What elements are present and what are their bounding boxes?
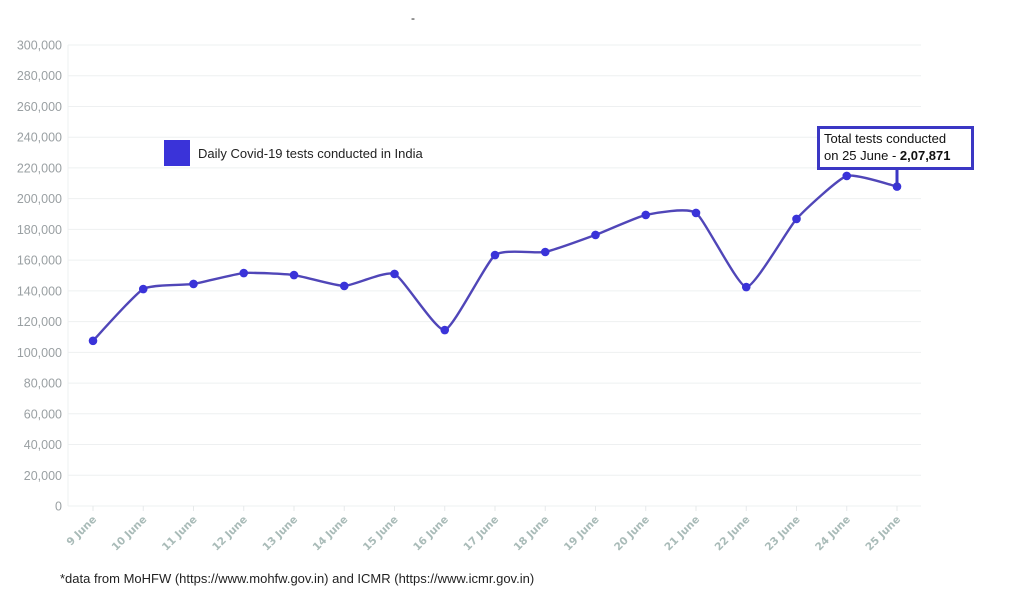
y-tick-label: 240,000 [17,131,62,145]
data-point [289,270,299,280]
x-tick-label: 21 June [662,514,702,554]
data-point [239,268,249,278]
y-tick-label: 300,000 [17,39,62,53]
data-point [390,269,399,279]
y-tick-label: 100,000 [17,346,62,360]
data-point [842,171,852,181]
source-footnote: *data from MoHFW (https://www.mohfw.gov.… [60,571,535,586]
x-axis: 9 June 10 June 11 June 12 June 13 June 14 Jun… [65,506,903,554]
data-point [339,281,349,291]
x-tick-label: 10 June [110,514,150,554]
data-point [691,208,701,218]
x-tick-label: 19 June [562,514,602,554]
data-point [490,250,500,260]
y-tick-label: 160,000 [17,254,62,268]
x-tick-label: 24 June [813,514,853,554]
top-marker: - [411,11,415,25]
x-tick-label: 13 June [260,514,300,554]
y-tick-label: 40,000 [24,438,62,452]
callout-line-1: Total tests conducted [824,131,947,146]
y-tick-label: 180,000 [17,223,62,237]
x-tick-label: 25 June [863,514,903,554]
y-tick-label: 0 [55,500,62,514]
y-tick-label: 60,000 [24,407,62,421]
legend: Daily Covid-19 tests conducted in India [164,140,424,166]
callout-value: 2,07,871 [899,148,951,163]
data-point [792,214,801,224]
x-tick-label: 16 June [411,514,451,554]
data-point [440,325,450,335]
annotation-callout: Total tests conducted on 25 June - 2,07,… [817,126,974,170]
data-point [88,336,98,346]
callout-prefix: on 25 June - [824,148,900,163]
callout-line-2: on 25 June - 2,07,871 [824,147,971,164]
x-tick-label: 17 June [461,514,501,554]
data-point [591,230,600,240]
y-tick-label: 120,000 [17,315,62,329]
x-tick-label: 20 June [612,514,652,554]
y-tick-label: 80,000 [24,377,62,391]
data-points [88,171,902,346]
data-point [741,282,751,292]
gridlines [67,44,921,507]
y-tick-label: 200,000 [17,192,62,206]
y-tick-label: 20,000 [24,469,62,483]
data-point [641,210,651,220]
x-tick-label: 22 June [713,514,753,554]
y-tick-label: 260,000 [17,100,62,114]
x-tick-label: 12 June [210,514,250,554]
y-tick-label: 280,000 [17,69,62,83]
x-tick-label: 9 June [65,514,100,549]
data-point [189,279,198,289]
x-tick-label: 14 June [311,514,351,554]
x-tick-label: 18 June [512,514,552,554]
y-axis: 0 20,000 40,000 60,000 80,000 100,000 120,000 1… [17,39,62,514]
x-tick-label: 15 June [361,514,401,554]
data-point [540,247,550,257]
data-point [138,284,148,294]
x-tick-label: 11 June [160,514,200,554]
x-tick-label: 23 June [763,514,803,554]
y-tick-label: 220,000 [17,161,62,175]
legend-swatch [164,140,190,166]
legend-label: Daily Covid-19 tests conducted in India [198,146,424,161]
y-tick-label: 140,000 [17,284,62,298]
